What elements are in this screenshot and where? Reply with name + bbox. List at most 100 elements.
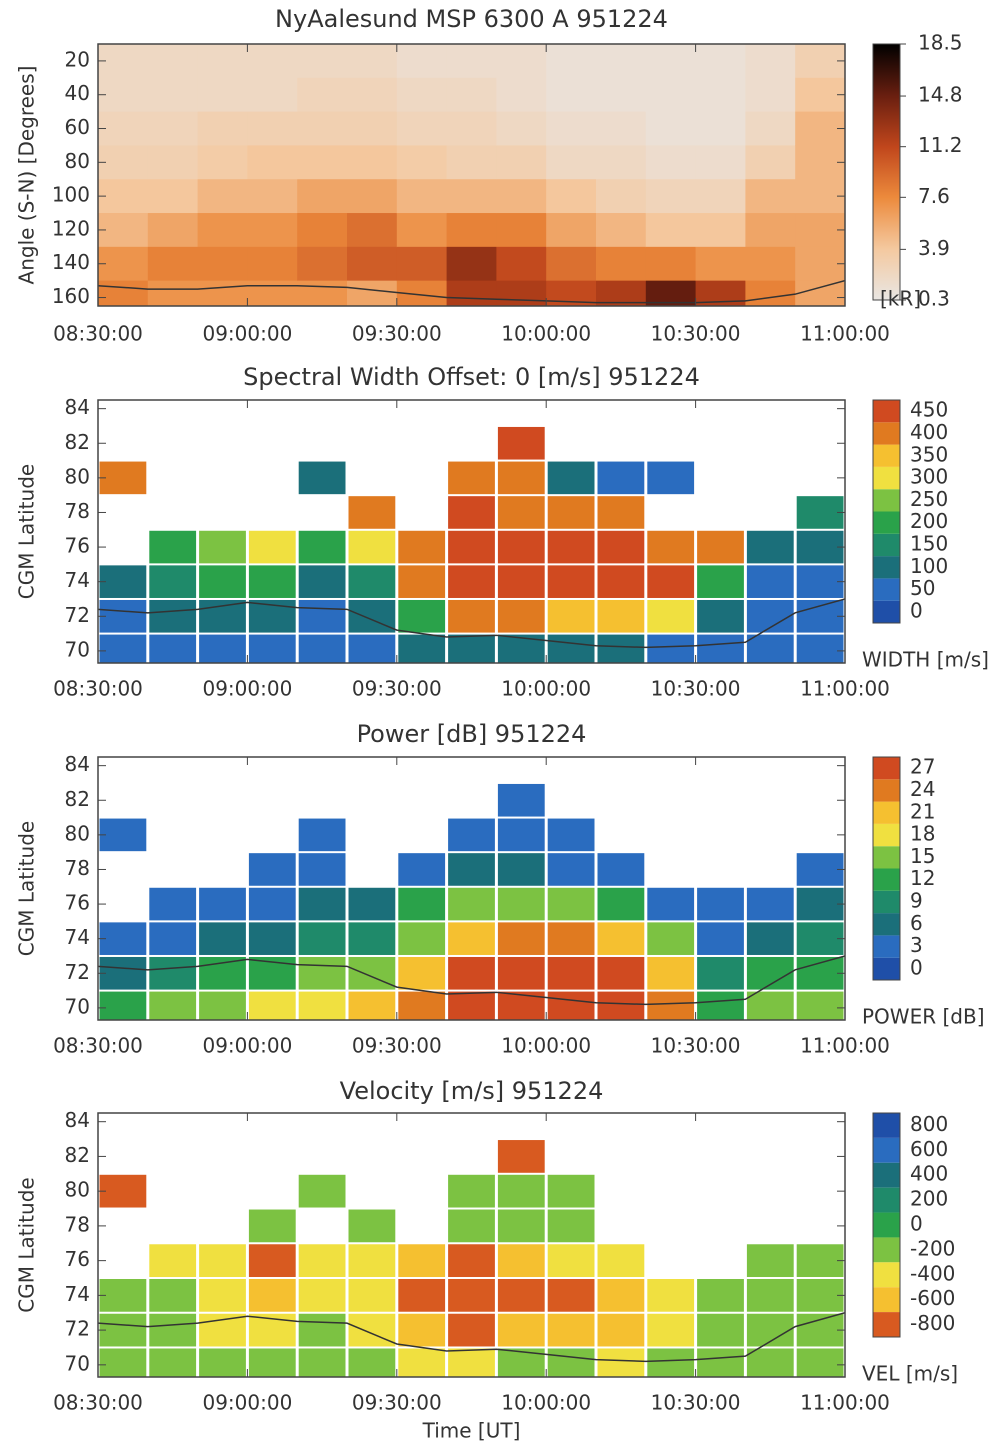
cell (149, 887, 197, 921)
colorbar-tick-label: -600 (910, 1286, 955, 1310)
cell (197, 145, 248, 180)
colorbar-tick-label: 15 (910, 844, 935, 868)
cell (347, 280, 398, 306)
cell (298, 530, 346, 564)
cell (149, 634, 197, 663)
cell (746, 1348, 794, 1377)
cell (98, 213, 149, 248)
cell (446, 213, 497, 248)
x-tick-label: 09:00:00 (202, 1391, 292, 1415)
cell (695, 213, 746, 248)
cell (596, 44, 647, 79)
cell (547, 887, 595, 921)
cell (645, 179, 697, 214)
y-axis-label: CGM Latitude (15, 464, 39, 599)
cells (99, 1140, 844, 1377)
cell (695, 44, 746, 79)
cell (98, 145, 149, 180)
cell (697, 1348, 744, 1377)
colorbar-block (873, 868, 900, 891)
colorbar-block (873, 1187, 900, 1213)
colorbar-frame (872, 756, 901, 981)
colorbar-tick-label: 6 (910, 911, 923, 935)
cell (297, 44, 348, 79)
panel-title: Power [dB] 951224 (357, 720, 587, 748)
colorbar-block (873, 1237, 900, 1263)
cell (597, 1279, 645, 1312)
cell (248, 922, 296, 955)
colorbar-block (873, 422, 900, 445)
cell (396, 145, 448, 180)
cell (547, 956, 595, 990)
y-tick-label: 84 (65, 1108, 90, 1132)
cell (298, 853, 346, 886)
cell (596, 213, 647, 248)
cell (697, 634, 744, 663)
cell (496, 246, 547, 282)
colorbar-tick-label: 18 (910, 822, 935, 846)
cell (199, 1348, 246, 1377)
colorbar-tick-label: 50 (910, 576, 935, 600)
colorbar-block (873, 757, 900, 780)
x-tick-label: 10:30:00 (651, 322, 741, 346)
cell (199, 530, 246, 564)
cell (446, 111, 497, 146)
cell (496, 77, 547, 113)
y-tick-label: 78 (65, 1212, 90, 1236)
x-tick-label: 10:30:00 (651, 1034, 741, 1058)
cell (149, 1348, 197, 1377)
cell (149, 956, 197, 990)
cell (348, 1348, 396, 1377)
cell (448, 1313, 495, 1347)
cell (248, 1244, 296, 1277)
colorbar-block (873, 1262, 900, 1288)
cell (98, 77, 149, 113)
cell (496, 179, 547, 214)
cell (298, 922, 346, 955)
colorbar-tick-label: 18.5 (918, 31, 963, 55)
cell (398, 634, 446, 663)
cell (597, 1348, 645, 1377)
cell (348, 956, 396, 990)
cell (197, 246, 248, 282)
plot-frame (97, 1112, 846, 1378)
boundary-line (98, 1312, 845, 1363)
cell (546, 246, 597, 282)
colorbar-tick-label: 3.9 (918, 236, 950, 260)
colorbar-tick-label: 24 (910, 777, 935, 801)
cell (597, 599, 645, 633)
y-tick-label: 72 (65, 1317, 90, 1341)
cell (348, 599, 396, 633)
cell (197, 111, 248, 146)
cell (348, 530, 396, 564)
cell (247, 179, 298, 214)
colorbar-tick-label: 600 (910, 1137, 948, 1161)
cell (796, 496, 844, 529)
cell (149, 1244, 197, 1277)
cell (497, 922, 545, 955)
cell (147, 44, 199, 79)
x-tick-label: 09:30:00 (352, 322, 442, 346)
cell (98, 179, 149, 214)
colorbar-block (873, 823, 900, 847)
cell (547, 1209, 595, 1243)
cell (199, 956, 246, 990)
cell (547, 1348, 595, 1377)
cell (398, 887, 446, 921)
cells (99, 426, 844, 663)
y-tick-label: 76 (65, 1247, 90, 1271)
y-tick-label: 76 (65, 891, 90, 915)
cell (647, 922, 695, 955)
x-tick-label: 10:00:00 (501, 1391, 591, 1415)
cell (247, 213, 298, 248)
colorbar-block (873, 779, 900, 802)
cell (596, 179, 647, 214)
plot-frame (97, 43, 846, 307)
cell (497, 887, 545, 921)
cell (597, 853, 645, 886)
y-tick-label: 160 (52, 284, 90, 308)
cell (99, 991, 147, 1020)
cell (298, 461, 346, 495)
cell (596, 145, 647, 180)
